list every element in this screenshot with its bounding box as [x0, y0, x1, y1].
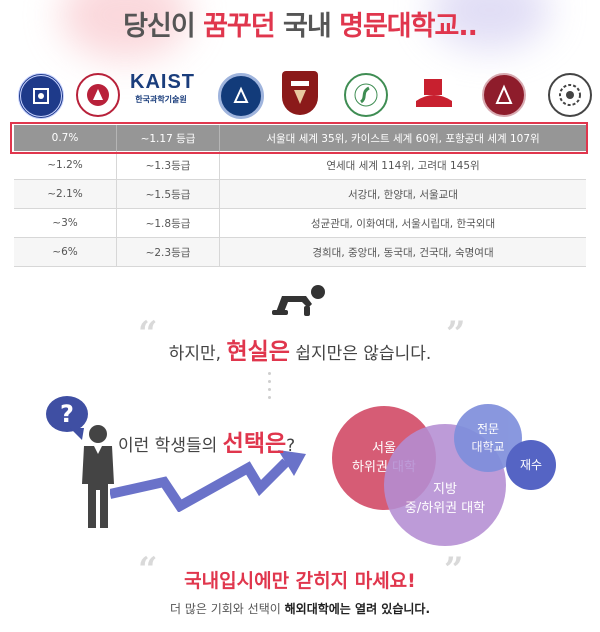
postech-logo — [76, 73, 120, 117]
retake-bubble: 재수 — [506, 440, 556, 490]
korea-univ-logo — [282, 71, 318, 115]
schools-cell: 서강대, 한양대, 서울교대 — [219, 179, 586, 209]
grade-cell: ~1.3등급 — [116, 151, 220, 180]
closing-subline: 더 많은 기회와 선택이 해외대학에는 열려 있습니다. — [169, 602, 431, 616]
percent-cell: ~2.1% — [14, 179, 117, 209]
divider-dots — [268, 372, 272, 404]
top-row-highlight-box — [10, 122, 588, 154]
junior-college-bubble: 전문 대학교 — [454, 404, 522, 472]
grade-cell: ~1.5등급 — [116, 179, 220, 209]
sogang-logo — [344, 73, 388, 117]
skku-logo — [548, 73, 592, 117]
grade-cell: ~2.3등급 — [116, 237, 220, 267]
close-quote-mark: ” — [446, 314, 466, 354]
question-statement: 이런 학생들의 선택은? — [118, 431, 296, 457]
percent-cell: ~1.2% — [14, 151, 117, 180]
closing-headline: 국내입시에만 갇히지 마세요! — [184, 570, 416, 592]
table-row: 0.7% ~1.17 등급 서울대 세계 35위, 카이스트 세계 60위, 포… — [14, 125, 586, 151]
percent-cell: ~6% — [14, 237, 117, 267]
question-bubble: ? — [46, 396, 88, 432]
table-row: ~3% ~1.8등급 성균관대, 이화여대, 서울시립대, 한국외대 — [14, 208, 586, 238]
kaist-wordmark: KAIST — [130, 71, 195, 93]
schools-cell: 연세대 세계 114위, 고려대 145위 — [219, 151, 586, 180]
table-row: ~1.2% ~1.3등급 연세대 세계 114위, 고려대 145위 — [14, 151, 586, 180]
percent-cell: ~3% — [14, 208, 117, 238]
snu-logo — [18, 73, 64, 119]
university-logo-row: KAIST 한국과학기술원 — [0, 68, 600, 119]
grade-cell: ~1.17 등급 — [116, 125, 220, 151]
headline: 당신이 꿈꾸던 국내 명문대학교.. — [123, 11, 478, 42]
seoul-national-edu-logo — [482, 73, 526, 117]
kneeling-person-icon — [272, 285, 325, 316]
yonsei-logo — [218, 73, 264, 119]
closing-open-quote: “ — [138, 550, 158, 590]
schools-cell: 서울대 세계 35위, 카이스트 세계 60위, 포항공대 세계 107위 — [219, 125, 586, 151]
schools-cell: 성균관대, 이화여대, 서울시립대, 한국외대 — [219, 208, 586, 238]
open-quote-mark: “ — [138, 314, 158, 354]
table-row: ~2.1% ~1.5등급 서강대, 한양대, 서울교대 — [14, 179, 586, 209]
bubble-tail — [70, 428, 84, 440]
zigzag-growth-arrow — [110, 450, 306, 512]
reality-statement: 하지만, 현실은 쉽지만은 않습니다. — [168, 339, 432, 365]
ranking-table: 0.7% ~1.17 등급 서울대 세계 35위, 카이스트 세계 60위, 포… — [14, 125, 586, 267]
grade-cell: ~1.8등급 — [116, 208, 220, 238]
percent-cell: 0.7% — [14, 125, 117, 151]
businessman-icon — [82, 425, 114, 528]
kaist-subtitle: 한국과학기술원 — [135, 95, 187, 104]
question-mark: ? — [60, 400, 74, 428]
hanyang-logo — [412, 75, 456, 111]
kaist-logo: KAIST 한국과학기술원 — [130, 71, 195, 105]
closing-close-quote: ” — [444, 550, 464, 590]
schools-cell: 경희대, 중앙대, 동국대, 건국대, 숙명여대 — [219, 237, 586, 267]
table-row: ~6% ~2.3등급 경희대, 중앙대, 동국대, 건국대, 숙명여대 — [14, 237, 586, 267]
